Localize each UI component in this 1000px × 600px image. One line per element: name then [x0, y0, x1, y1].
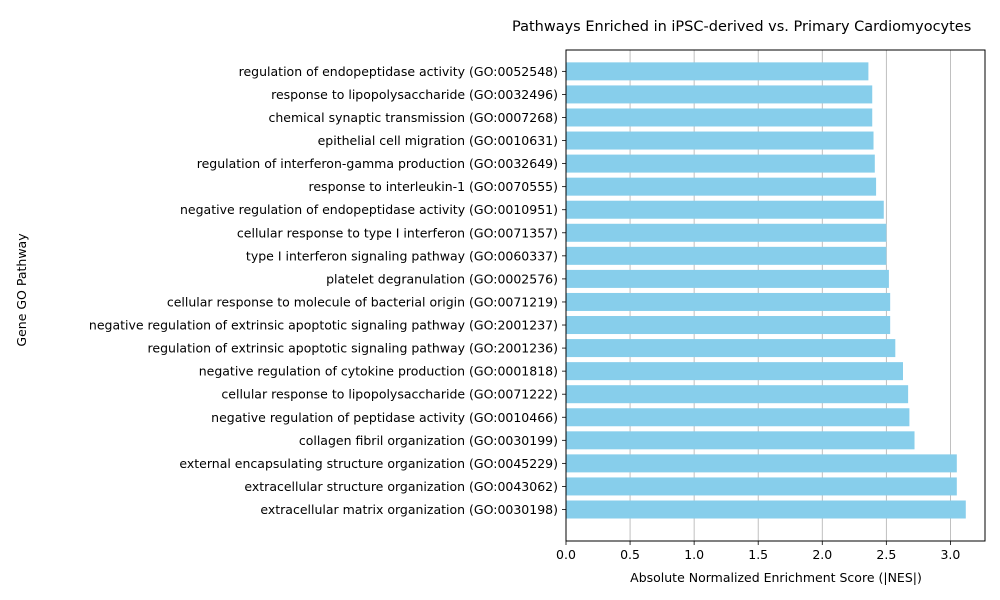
chart-title: Pathways Enriched in iPSC-derived vs. Pr… — [512, 19, 971, 35]
y-tick-label: regulation of endopeptidase activity (GO… — [239, 64, 558, 79]
x-tick-label: 3.0 — [940, 547, 960, 562]
bar — [566, 85, 873, 104]
bar — [566, 500, 966, 519]
bar — [566, 385, 909, 404]
plot-area-frame — [565, 49, 986, 542]
y-tick-label: regulation of interferon-gamma productio… — [197, 156, 558, 171]
bar — [566, 431, 915, 450]
y-tick-label: collagen fibril organization (GO:0030199… — [299, 433, 558, 448]
y-tick-label: platelet degranulation (GO:0002576) — [326, 271, 558, 286]
x-tick-label: 2.5 — [876, 547, 896, 562]
y-tick-label: negative regulation of peptidase activit… — [211, 410, 558, 425]
bar — [566, 177, 877, 196]
bar — [566, 154, 875, 173]
y-tick-label: regulation of extrinsic apoptotic signal… — [148, 341, 558, 356]
bar — [566, 200, 884, 219]
bar — [566, 223, 887, 242]
bar — [566, 108, 873, 127]
bar — [566, 316, 891, 335]
y-tick-label: type I interferon signaling pathway (GO:… — [246, 248, 558, 263]
bar — [566, 362, 903, 381]
x-tick-label: 0.5 — [620, 547, 640, 562]
y-axis-label: Gene GO Pathway — [14, 233, 29, 347]
x-tick-label: 1.0 — [684, 547, 704, 562]
y-tick-label: extracellular matrix organization (GO:00… — [260, 502, 558, 517]
x-axis-label: Absolute Normalized Enrichment Score (|N… — [630, 570, 922, 585]
bar — [566, 339, 896, 358]
y-tick-label: cellular response to type I interferon (… — [237, 225, 558, 240]
y-tick-label: chemical synaptic transmission (GO:00072… — [268, 110, 558, 125]
bar — [566, 408, 910, 427]
y-tick-label: negative regulation of extrinsic apoptot… — [89, 318, 558, 333]
bar — [566, 246, 887, 265]
y-tick-label: extracellular structure organization (GO… — [244, 479, 558, 494]
y-tick-label: negative regulation of cytokine producti… — [199, 364, 558, 379]
y-tick-label: cellular response to molecule of bacteri… — [167, 294, 558, 309]
bar — [566, 292, 891, 311]
x-tick-label: 0.0 — [556, 547, 576, 562]
y-tick-label: cellular response to lipopolysaccharide … — [221, 387, 558, 402]
bar — [566, 269, 889, 288]
bar — [566, 131, 874, 150]
x-ticks: 0.0 0.5 1.0 1.5 2.0 2.5 3.0 — [556, 541, 960, 562]
y-ticks: extracellular matrix organization (GO:00… — [89, 64, 566, 517]
bars — [566, 62, 966, 519]
bar — [566, 454, 957, 473]
y-tick-label: response to lipopolysaccharide (GO:00324… — [271, 87, 558, 102]
bar — [566, 62, 869, 81]
bar — [566, 477, 957, 496]
y-tick-label: response to interleukin-1 (GO:0070555) — [309, 179, 559, 194]
y-tick-label: external encapsulating structure organiz… — [179, 456, 558, 471]
x-tick-label: 1.5 — [748, 547, 768, 562]
y-tick-label: epithelial cell migration (GO:0010631) — [318, 133, 558, 148]
x-tick-label: 2.0 — [812, 547, 832, 562]
y-tick-label: negative regulation of endopeptidase act… — [180, 202, 558, 217]
